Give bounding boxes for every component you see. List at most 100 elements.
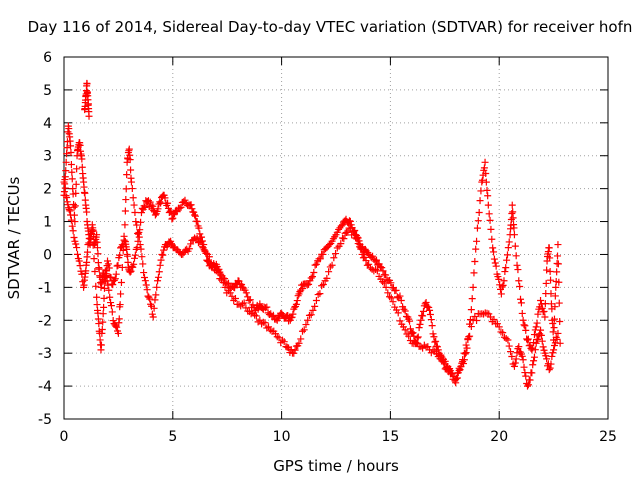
data-point (518, 352, 526, 360)
data-point (154, 277, 162, 285)
data-point (159, 251, 167, 259)
data-point (540, 346, 548, 354)
data-point (532, 339, 540, 347)
data-point (495, 323, 503, 331)
data-point (524, 335, 532, 343)
data-point (293, 297, 301, 305)
data-point (425, 303, 433, 311)
data-point (104, 260, 112, 268)
data-point (100, 284, 108, 292)
data-point (316, 255, 324, 263)
data-point (187, 201, 195, 209)
data-point (453, 369, 461, 377)
data-point (376, 263, 384, 271)
data-point (389, 298, 397, 306)
data-point (409, 329, 417, 337)
data-point (426, 306, 434, 314)
data-point (511, 359, 519, 367)
data-point (547, 360, 555, 368)
data-point (513, 261, 521, 269)
data-point (161, 194, 169, 202)
data-point (431, 338, 439, 346)
y-tick-label: 2 (43, 182, 52, 198)
data-point (508, 201, 516, 209)
data-point (81, 189, 89, 197)
data-point (550, 324, 558, 332)
data-point (316, 290, 324, 298)
data-point (111, 275, 119, 283)
data-point (134, 230, 142, 238)
y-axis-title: SDTVAR / TECUs (5, 176, 23, 299)
data-point (65, 205, 73, 213)
data-point (185, 245, 193, 253)
data-point (108, 308, 116, 316)
data-point (155, 268, 163, 276)
data-point (99, 318, 107, 326)
data-point (516, 282, 524, 290)
data-point (85, 112, 93, 120)
data-point (426, 310, 434, 318)
data-point (512, 355, 520, 363)
data-point (505, 342, 513, 350)
data-point (462, 341, 470, 349)
data-point (484, 201, 492, 209)
data-point (439, 358, 447, 366)
data-point (542, 352, 550, 360)
data-point (501, 268, 509, 276)
data-point (528, 369, 536, 377)
data-point (319, 280, 327, 288)
data-point (491, 259, 499, 267)
data-point (419, 312, 427, 320)
data-point (298, 285, 306, 293)
data-point (109, 317, 117, 325)
data-point (127, 178, 135, 186)
data-point (406, 317, 414, 325)
data-point (523, 336, 531, 344)
data-point (134, 229, 142, 237)
data-point (88, 227, 96, 235)
y-tick-label: -3 (38, 346, 52, 362)
data-point (240, 299, 248, 307)
data-point (312, 297, 320, 305)
y-tick-label: 6 (43, 50, 52, 66)
data-point (245, 297, 253, 305)
data-point (132, 218, 140, 226)
data-point (67, 160, 75, 168)
data-point (99, 310, 107, 318)
data-point (307, 311, 315, 319)
data-point (143, 286, 151, 294)
data-point (509, 214, 517, 222)
data-point (153, 283, 161, 291)
data-point (551, 339, 559, 347)
data-point (546, 254, 554, 262)
data-point (94, 244, 102, 252)
data-point (522, 372, 530, 380)
data-point (269, 311, 277, 319)
data-point (146, 295, 154, 303)
data-point (510, 362, 518, 370)
data-point (127, 166, 135, 174)
data-point (131, 251, 139, 259)
data-point (452, 376, 460, 384)
data-point (500, 277, 508, 285)
data-point (514, 266, 522, 274)
data-point (160, 246, 168, 254)
data-point (340, 235, 348, 243)
data-point (61, 173, 69, 181)
data-point (532, 323, 540, 331)
data-point (554, 252, 562, 260)
data-point (177, 203, 185, 211)
data-point (289, 310, 297, 318)
data-point (302, 321, 310, 329)
data-point (549, 319, 557, 327)
data-point (176, 204, 184, 212)
data-point (131, 254, 139, 262)
data-point (95, 320, 103, 328)
data-points (60, 79, 564, 390)
data-point (520, 363, 528, 371)
data-point (469, 283, 477, 291)
data-point (95, 265, 103, 273)
data-point (365, 260, 373, 268)
data-point (70, 234, 78, 242)
data-point (485, 210, 493, 218)
